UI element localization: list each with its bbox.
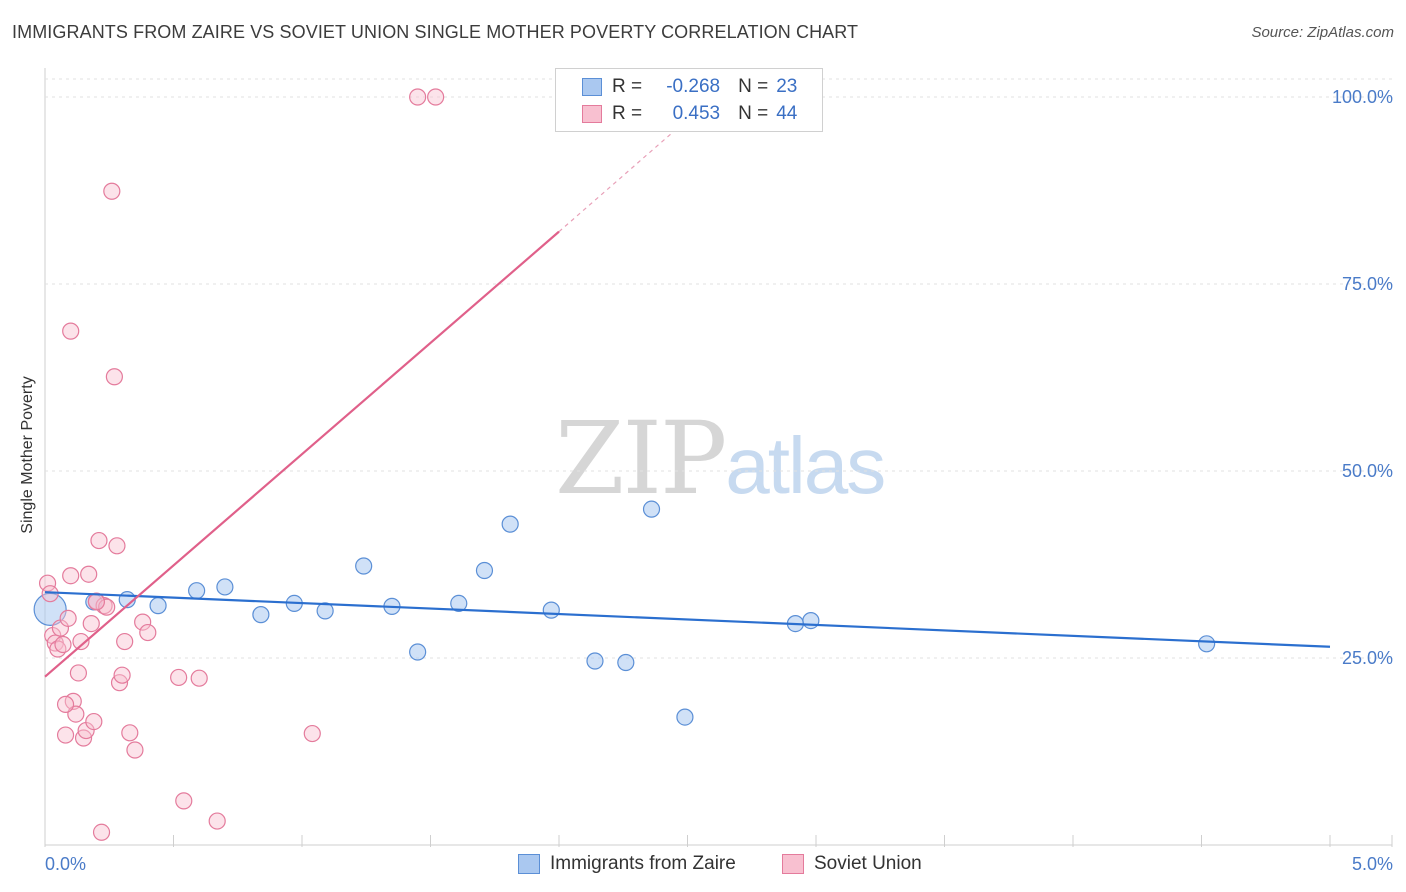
bottom-legend-zaire: Immigrants from Zaire — [518, 852, 736, 876]
legend-r-value: 0.453 — [672, 103, 721, 124]
bottom-legend-label-zaire: Immigrants from Zaire — [550, 853, 736, 874]
zaire-point — [188, 582, 206, 600]
zaire-point — [450, 594, 468, 612]
soviet-point — [56, 726, 75, 744]
zaire-point — [676, 708, 694, 726]
soviet-point — [87, 593, 106, 611]
correlation-legend: R = -0.268 N = 23 R = 0.453 N = 44 — [555, 68, 823, 132]
soviet-point — [126, 741, 144, 759]
soviet-point — [208, 812, 226, 830]
bottom-legend-swatch-soviet — [782, 854, 804, 874]
soviet-point — [98, 598, 116, 616]
y-tick-label: 50.0% — [1342, 461, 1393, 481]
zaire-point — [355, 557, 373, 575]
y-tick-label: 100.0% — [1332, 87, 1393, 107]
legend-n-value: 44 — [776, 103, 798, 124]
bottom-legend-swatch-zaire — [518, 854, 540, 874]
legend-n-label: N = — [738, 76, 769, 97]
soviet-point — [69, 664, 88, 682]
soviet-trend-line — [44, 230, 560, 678]
zaire-point — [316, 602, 334, 620]
legend-swatch-soviet — [582, 105, 602, 123]
soviet-point — [303, 724, 321, 743]
soviet-point — [59, 609, 77, 627]
legend-r-label: R = — [612, 76, 643, 97]
zaire-point — [216, 578, 234, 596]
soviet-point — [82, 614, 100, 633]
zaire-point — [252, 606, 270, 624]
soviet-point — [72, 632, 90, 651]
soviet-point — [170, 668, 188, 687]
soviet-point — [92, 823, 111, 841]
soviet-point — [105, 368, 123, 386]
soviet-point — [62, 322, 80, 340]
legend-r-label: R = — [612, 103, 643, 124]
soviet-point — [134, 613, 152, 631]
zaire-point — [409, 643, 427, 661]
zaire-point — [542, 601, 560, 619]
legend-r-value: -0.268 — [666, 76, 721, 97]
legend-row-soviet: R = 0.453 N = 44 — [582, 101, 797, 127]
soviet-point — [80, 565, 98, 583]
soviet-point — [427, 88, 445, 106]
zaire-point — [501, 515, 519, 533]
zaire-point — [642, 500, 661, 518]
soviet-point — [56, 695, 75, 713]
source-label: Source: ZipAtlas.com — [1251, 24, 1394, 41]
x-tick-label: 5.0% — [1352, 854, 1393, 874]
soviet-point — [85, 712, 103, 731]
soviet-point — [108, 537, 126, 555]
watermark-atlas: atlas — [725, 421, 886, 510]
legend-n-value: 23 — [776, 76, 798, 97]
soviet-point — [62, 567, 80, 585]
soviet-point — [175, 792, 193, 810]
watermark-zip: ZIP — [555, 400, 727, 517]
legend-n-label: N = — [738, 103, 769, 124]
zaire-point — [149, 597, 167, 615]
soviet-point — [90, 531, 108, 550]
soviet-point — [409, 88, 427, 106]
zaire-point — [617, 653, 635, 672]
zaire-point — [802, 611, 820, 630]
y-tick-label: 25.0% — [1342, 648, 1393, 668]
soviet-point — [190, 669, 208, 687]
chart-title: IMMIGRANTS FROM ZAIRE VS SOVIET UNION SI… — [12, 22, 859, 42]
zaire-point — [475, 561, 494, 580]
zaire-point — [1198, 635, 1216, 653]
watermark: ZIPatlas — [555, 400, 886, 517]
bottom-legend-soviet: Soviet Union — [782, 852, 922, 876]
legend-swatch-zaire — [582, 78, 602, 96]
soviet-point — [139, 623, 157, 642]
bottom-legend-label-soviet: Soviet Union — [814, 853, 922, 874]
zaire-trend-line — [44, 591, 1331, 648]
y-tick-label: 75.0% — [1342, 274, 1393, 294]
soviet-point — [113, 666, 131, 684]
soviet-point — [54, 635, 72, 654]
x-tick-label: 0.0% — [45, 854, 86, 874]
zaire-point — [586, 652, 604, 670]
soviet-point — [116, 632, 134, 651]
legend-row-zaire: R = -0.268 N = 23 — [582, 74, 797, 100]
soviet-point — [121, 724, 139, 742]
soviet-point — [103, 182, 121, 200]
